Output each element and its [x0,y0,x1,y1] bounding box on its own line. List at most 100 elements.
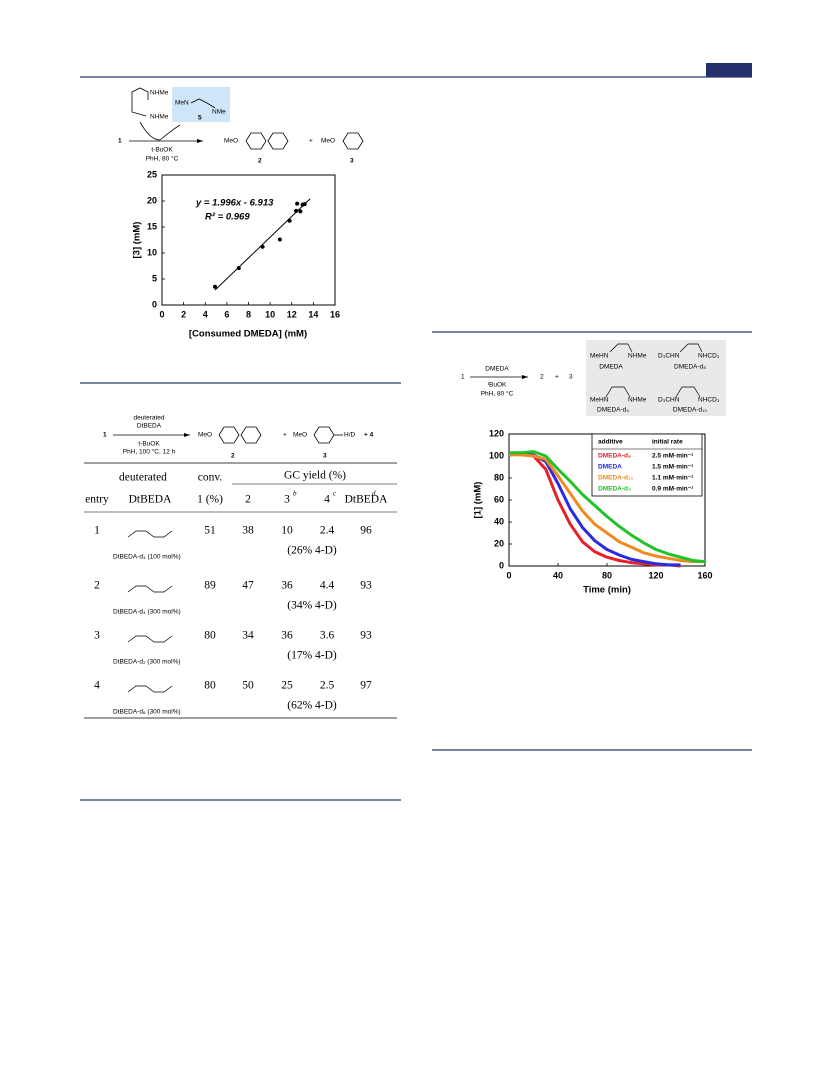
structure-name: DMEDA-d₁₀ [673,407,707,414]
atom-label: MeHN [590,353,609,360]
conditions: PhH, 100 °C, 12 h [123,448,176,456]
structure [127,530,173,538]
conditions: PhH, 80 °C [481,390,514,398]
reagent-label: DtBEDA-d₆ (300 mol%) [113,709,181,716]
x-tick-label: 160 [697,570,712,580]
data-point [298,209,303,214]
y-axis-title: [3] (mM) [132,222,143,259]
atom-label: NHMe [628,397,647,404]
y-tick-label: 0 [152,299,157,309]
legend-box [591,433,703,497]
data-point [287,218,292,223]
atom-label: NHMe [150,90,169,97]
legend-rate: 0.9 mM·min⁻¹ [652,486,693,493]
structure [127,585,173,593]
table-note: (34% 4-D) [287,600,337,612]
x-axis-title: Time (min) [583,585,631,596]
atom-label: MeO [293,432,307,439]
table-cell: 1 [94,525,100,537]
data-point [212,284,217,289]
reagent: t-BuOK [138,441,160,448]
table-cell: 50 [242,680,254,692]
data-point [295,201,300,206]
data-point [277,237,282,242]
scheme-3: 1 DMEDA ᵗBuOK PhH, 80 °C 2 + 3 MeHN NHMe… [461,340,726,416]
table: deuterated conv. GC yield (%) entry DtBED… [84,462,397,719]
table-cell: 80 [204,680,216,692]
table-cell: 3 [94,630,100,642]
data-line [509,450,706,564]
reagent: deuterated [133,415,164,422]
structure [127,635,173,643]
y-tick-label: 0 [499,560,504,570]
reagent-label: DtBEDA-d₂ (300 mol%) [113,659,181,666]
reagent-label: DtBEDA-d₄ (300 mol%) [113,609,181,616]
atom-label: D₃CHN [658,397,680,404]
table-header: DtBEDA [129,494,173,506]
table-header: 3 [284,494,290,506]
x-tick-label: 6 [224,309,229,319]
structure-name: DMEDA-d₄ [597,407,629,414]
reagent: DMEDA [485,366,509,373]
y-tick-label: 100 [489,450,504,460]
x-tick-label: 40 [553,570,563,580]
compound-number: 1 [103,432,107,439]
structure-name: DMEDA-d₈ [674,364,706,371]
table-note: (17% 4-D) [287,650,337,662]
table-cell: 47 [242,580,254,592]
table-cell: 36 [281,630,293,642]
y-tick-label: 25 [147,169,157,179]
legend-rate: 1.5 mM·min⁻¹ [652,464,693,471]
atom-label: NHMe [628,353,647,360]
table-cell: 2 [94,580,100,592]
table-cell: 93 [360,630,372,642]
y-tick-label: 120 [489,428,504,438]
table-header: GC yield (%) [284,470,346,482]
table-cell: 3.6 [320,630,335,642]
y-tick-label: 20 [494,538,504,548]
y-tick-label: 20 [147,195,157,205]
legend-label: DMEDA-d₁₀ [598,475,634,482]
scheme-1: NHMe NHMe MeN NMe 5 1 t-BuOK PhH, 80 °C … [118,87,364,165]
x-axis-title: [Consumed DMEDA] (mM) [189,329,307,340]
x-tick-label: 12 [287,309,297,319]
legend-header: additive [598,439,623,446]
x-tick-label: 10 [265,309,275,319]
table-cell: 80 [204,630,216,642]
atom-label: MeHN [590,397,609,404]
line-chart: Time (min) [1] (mM) 0 40 80 120 160 0 20 40 60 80… [473,428,713,595]
table-header-note: c [333,490,337,498]
plus: + [555,374,559,381]
legend-label: DMEDA-d₈ [598,453,631,460]
compound-number: 2 [231,453,235,460]
compound-number: 3 [569,374,573,381]
table-cell: 2.5 [320,680,335,692]
table-cell: 4 [94,680,100,692]
table-note: (62% 4-D) [287,700,337,712]
atom-label: NMe [212,109,226,116]
plus: + [283,432,287,439]
x-tick-label: 0 [159,309,164,319]
fit-line [214,198,311,291]
x-tick-label: 14 [308,309,318,319]
reagent: DtBEDA [137,423,162,430]
table-cell: 2.4 [320,525,335,537]
table-cell: 51 [204,525,216,537]
x-tick-label: 4 [203,309,208,319]
legend-label: DMEDA [598,464,622,471]
x-tick-label: 0 [506,570,511,580]
table-header: deuterated [119,472,167,484]
scatter-chart: y = 1.996x - 6.913 R² = 0.969 [Consumed … [132,169,340,339]
table-cell: 38 [242,525,254,537]
table-header: conv. [198,472,223,484]
y-tick-label: 10 [147,247,157,257]
data-point [236,266,241,271]
compound-number: 2 [258,158,262,165]
structure-name: DMEDA [599,364,623,371]
reagent-label: DtBEDA-d₄ (100 mol%) [113,554,181,561]
legend-rate: 1.1 mM·min⁻¹ [652,475,693,482]
legend-rate: 2.5 mM·min⁻¹ [652,453,693,460]
table-header: 2 [245,494,251,506]
atom-label: MeO [224,138,238,145]
